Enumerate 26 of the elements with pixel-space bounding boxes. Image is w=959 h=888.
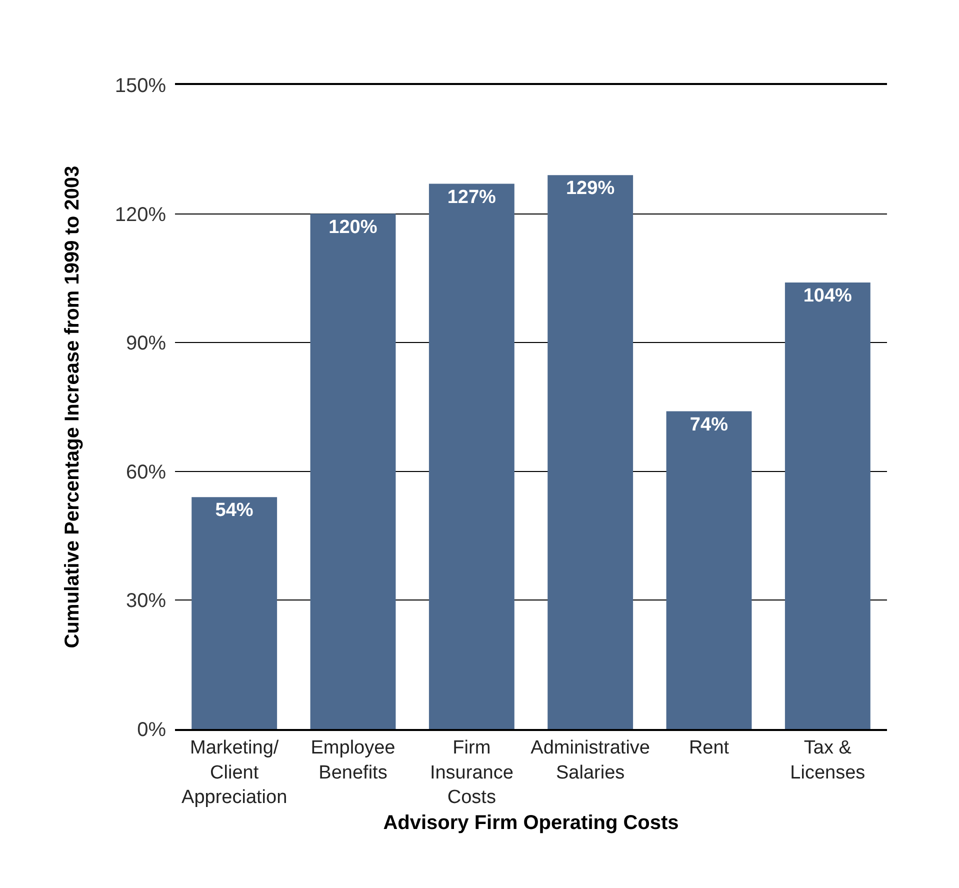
x-tick-label: Employee Benefits	[310, 738, 396, 784]
x-axis-title: Advisory Firm Operating Costs	[383, 812, 679, 834]
data-label: 104%	[803, 285, 852, 306]
y-tick-label: 60%	[126, 461, 166, 484]
x-tick-label: Tax & Licenses	[790, 738, 866, 784]
y-tick-label: 0%	[137, 719, 166, 741]
data-label: 127%	[447, 186, 496, 208]
data-label: 54%	[215, 500, 254, 522]
y-tick-label: 30%	[126, 590, 166, 612]
x-tick-label: Rent	[688, 738, 730, 759]
y-tick-label: 150%	[114, 75, 166, 97]
y-tick-label: 120%	[114, 204, 166, 226]
y-tick-label: 90%	[126, 332, 166, 355]
bar	[192, 497, 278, 729]
x-tick-label: Firm Insurance Costs	[430, 738, 514, 808]
x-tick-label: Marketing/ Client Appreciation	[182, 738, 288, 808]
bar	[784, 282, 870, 729]
data-label: 74%	[690, 414, 728, 436]
data-label: 120%	[328, 216, 378, 238]
bar	[666, 411, 752, 729]
bar	[428, 184, 514, 729]
bar	[548, 175, 634, 729]
data-label: 129%	[566, 178, 615, 200]
y-axis-title: Cumulative Percentage Increase from 1999 to 2003	[61, 166, 84, 648]
bar	[310, 214, 396, 729]
x-tick-label: Administrative Salaries	[530, 738, 650, 784]
